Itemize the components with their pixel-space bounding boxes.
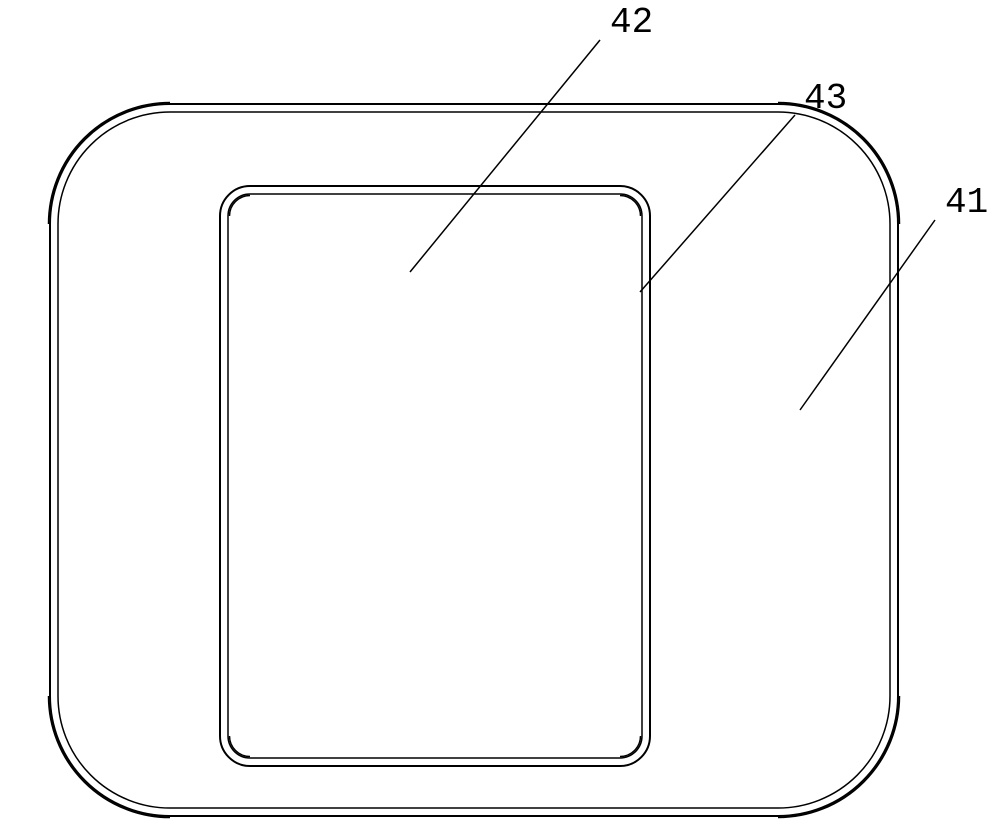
outer-body-inner-line <box>58 112 890 808</box>
leader-42 <box>410 40 600 272</box>
label-41: 41 <box>945 182 988 223</box>
leader-lines <box>410 40 935 410</box>
leader-41 <box>800 220 935 410</box>
inner-window-border <box>220 186 650 766</box>
leader-43 <box>640 115 795 292</box>
label-43: 43 <box>804 78 847 119</box>
outer-body-surface <box>50 104 898 816</box>
inner-window-inner-line <box>228 194 642 758</box>
inner-corner-arc-bl <box>230 736 251 757</box>
diagram-canvas: 42 43 41 <box>0 0 1000 832</box>
inner-window-interior <box>230 196 640 756</box>
inner-corner-arc-tl <box>230 196 251 217</box>
label-42: 42 <box>610 2 653 43</box>
inner-corner-arc-br <box>620 736 641 757</box>
inner-corner-arc-tr <box>620 196 641 217</box>
